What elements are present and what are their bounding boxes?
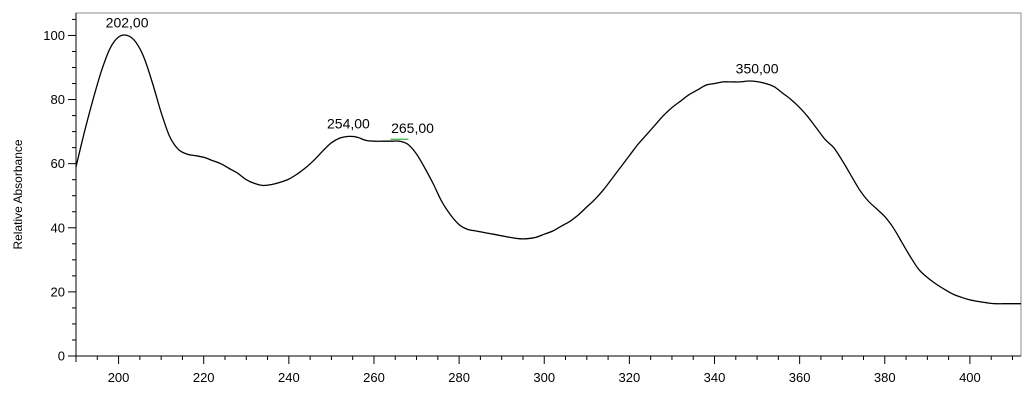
plot-frame xyxy=(75,12,1022,357)
y-tick-label: 40 xyxy=(51,220,65,235)
peak-label: 265,00 xyxy=(391,120,434,136)
y-tick-label: 100 xyxy=(43,28,65,43)
x-tick-label: 240 xyxy=(278,370,300,385)
y-tick-label: 80 xyxy=(51,92,65,107)
x-tick-label: 400 xyxy=(959,370,981,385)
x-tick-label: 280 xyxy=(448,370,470,385)
x-tick-label: 260 xyxy=(363,370,385,385)
peak-label: 202,00 xyxy=(106,14,149,30)
x-tick-label: 360 xyxy=(789,370,811,385)
x-tick-label: 200 xyxy=(108,370,130,385)
x-tick-label: 320 xyxy=(619,370,641,385)
y-tick-label: 20 xyxy=(51,284,65,299)
x-tick-label: 340 xyxy=(704,370,726,385)
y-tick-label: 0 xyxy=(58,349,65,364)
x-axis: 200 220 240 260 280 300 320 340 360 380 400 xyxy=(70,355,1021,385)
peak-label: 350,00 xyxy=(736,61,779,77)
y-tick-label: 60 xyxy=(51,156,65,171)
peak-label: 254,00 xyxy=(327,115,370,131)
absorbance-series-line xyxy=(75,34,1021,305)
x-tick-label: 300 xyxy=(533,370,555,385)
x-tick-label: 220 xyxy=(193,370,215,385)
x-tick-label: 380 xyxy=(874,370,896,385)
y-axis: 0 20 40 60 80 100 xyxy=(43,13,77,364)
y-axis-title: Relative Absorbance xyxy=(11,139,25,249)
peak-labels: 202,00 254,00 265,00 350,00 xyxy=(106,14,779,140)
